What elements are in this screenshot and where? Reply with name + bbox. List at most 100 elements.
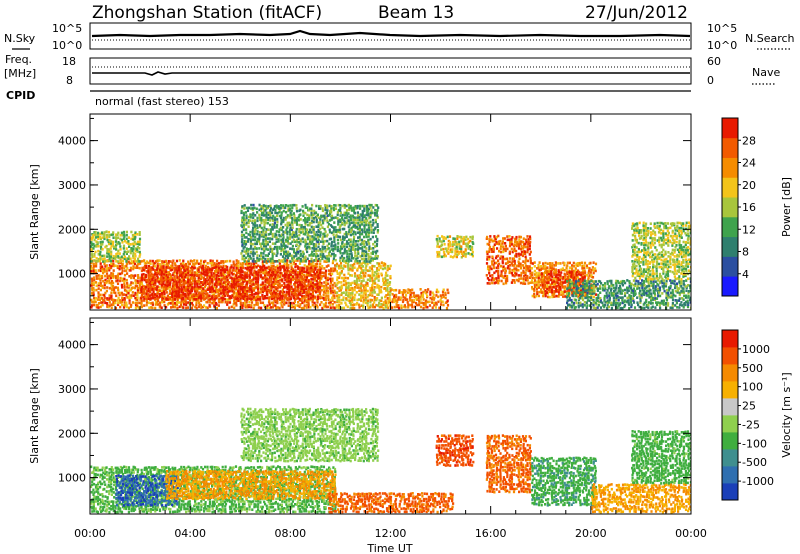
echo-cell [464, 255, 467, 258]
echo-cell [544, 266, 547, 270]
echo-cell [239, 295, 243, 298]
echo-cell [195, 306, 198, 310]
echo-cell [307, 297, 310, 301]
echo-cell [689, 237, 691, 240]
echo-cell [682, 265, 685, 268]
echo-cell [653, 260, 656, 263]
echo-cell [217, 304, 220, 307]
echo-cell [662, 268, 665, 271]
echo-cell [650, 292, 653, 295]
echo-cell [671, 304, 674, 307]
echo-cell [323, 281, 326, 284]
echo-cell [93, 298, 96, 302]
echo-cell [191, 295, 194, 298]
echo-cell [112, 300, 115, 304]
echo-cell [153, 276, 156, 279]
echo-cell [549, 283, 552, 286]
echo-cell [675, 240, 678, 244]
echo-cell [447, 291, 450, 295]
echo-cell [663, 253, 666, 257]
echo-cell [599, 297, 602, 300]
echo-cell [563, 268, 566, 272]
echo-cell [486, 282, 489, 285]
echo-cell [665, 294, 668, 297]
echo-cell [455, 247, 458, 250]
echo-cell [108, 279, 111, 283]
echo-cell [242, 297, 245, 301]
echo-cell [488, 245, 492, 249]
echo-cell [318, 271, 322, 275]
echo-cell [106, 286, 109, 289]
echo-cell [125, 264, 128, 268]
echo-cell [378, 302, 381, 305]
echo-cell [324, 291, 327, 295]
echo-cell [641, 249, 644, 252]
echo-cell [309, 280, 312, 284]
echo-cell [546, 283, 549, 287]
echo-cell [182, 289, 185, 292]
echo-cell [134, 279, 137, 282]
echo-cell [241, 255, 244, 258]
echo-cell [660, 267, 664, 270]
echo-cell [581, 285, 584, 288]
echo-cell [471, 250, 474, 254]
nsky-label: N.Sky [4, 32, 36, 45]
echo-cell [217, 283, 220, 286]
echo-cell [121, 286, 124, 289]
echo-cell [402, 296, 405, 299]
echo-cell [493, 281, 496, 285]
echo-cell [581, 277, 584, 281]
echo-cell [575, 285, 578, 288]
echo-cell [276, 299, 279, 302]
echo-cell [152, 292, 155, 295]
echo-cell [663, 225, 666, 228]
echo-cell [603, 289, 606, 292]
echo-cell [454, 247, 457, 250]
echo-cell [108, 294, 111, 297]
echo-cell [384, 262, 387, 266]
echo-cell [393, 300, 396, 304]
echo-cell [308, 286, 311, 289]
echo-cell [290, 305, 293, 309]
echo-cell [397, 298, 400, 301]
echo-cell [200, 277, 203, 281]
echo-cell [344, 283, 348, 287]
echo-cell [180, 273, 183, 276]
echo-cell [145, 260, 149, 263]
echo-cell [460, 250, 463, 253]
echo-cell [276, 286, 279, 290]
freq-label-1: Freq. [5, 53, 32, 66]
echo-cell [493, 239, 496, 243]
echo-cell [110, 284, 113, 287]
echo-cell [561, 283, 564, 287]
echo-cell [270, 297, 273, 301]
echo-cell [656, 253, 659, 257]
echo-cell [422, 290, 425, 294]
echo-cell [143, 292, 146, 295]
echo-cell [114, 275, 117, 278]
echo-cell [110, 264, 113, 268]
echo-cell [232, 285, 235, 289]
echo-cell [647, 278, 650, 281]
echo-cell [114, 264, 117, 267]
echo-cell [99, 305, 102, 309]
echo-cell [572, 303, 575, 307]
echo-cell [495, 281, 498, 284]
echo-cell [506, 257, 509, 261]
echo-cell [504, 271, 507, 274]
echo-cell [330, 267, 333, 271]
echo-cell [403, 291, 407, 294]
echo-cell [578, 301, 581, 305]
echo-cell [449, 242, 452, 245]
echo-cell [371, 286, 374, 289]
echo-cell [590, 287, 593, 291]
echo-cell [486, 255, 489, 259]
echo-cell [555, 273, 558, 277]
echo-cell [564, 276, 567, 280]
echo-cell [176, 265, 179, 268]
echo-cell [173, 268, 176, 272]
echo-cell [219, 289, 222, 293]
echo-cell [256, 282, 259, 285]
echo-cell [619, 301, 622, 305]
echo-cell [375, 272, 378, 275]
